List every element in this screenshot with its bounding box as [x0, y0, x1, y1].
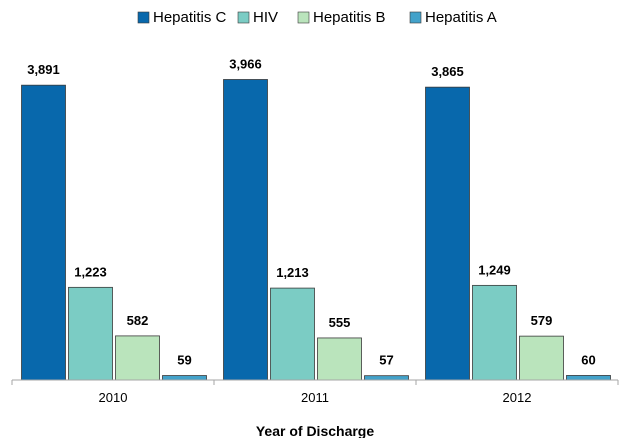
bar-2012-hiv [472, 284, 517, 381]
bar-2011-hepatitis-c [223, 79, 268, 381]
legend-label: Hepatitis B [313, 9, 386, 26]
value-label: 3,865 [431, 64, 464, 79]
x-tick-labels: 2010 2011 2012 [99, 390, 532, 405]
value-label: 60 [581, 352, 595, 367]
legend-swatch [137, 11, 150, 24]
value-label: 3,891 [27, 62, 60, 77]
value-label: 1,213 [276, 265, 309, 280]
bar-2010-hepatitis-c [21, 84, 66, 381]
bar-2012-hepatitis-c [425, 86, 470, 381]
bars-group [21, 79, 611, 381]
x-tick-label: 2010 [99, 390, 128, 405]
x-axis-title: Year of Discharge [256, 423, 374, 438]
bar-2012-hepatitis-b [519, 335, 564, 381]
bar-2011-hiv [270, 287, 315, 381]
bar-2010-hepatitis-a [162, 375, 207, 381]
legend-swatch [409, 11, 422, 24]
x-tick-label: 2012 [503, 390, 532, 405]
legend-swatch [237, 11, 250, 24]
value-label: 3,966 [229, 56, 262, 71]
x-tick-label: 2011 [301, 390, 329, 405]
value-label: 579 [531, 313, 553, 328]
bar-2012-hepatitis-a [566, 375, 611, 381]
bar-2010-hepatitis-b [115, 335, 160, 381]
value-label: 57 [379, 353, 393, 368]
legend: Hepatitis C HIV Hepatitis B Hepatitis A [137, 9, 497, 26]
legend-label: Hepatitis C [153, 9, 227, 26]
x-axis-ticks [11, 380, 619, 385]
value-labels-group: 3,891 1,223 582 59 3,966 1,213 555 57 3,865 1,249… [27, 56, 596, 367]
legend-swatch [297, 11, 310, 24]
bar-2011-hepatitis-b [317, 337, 362, 381]
legend-label: HIV [253, 9, 278, 26]
bar-2010-hiv [68, 286, 113, 381]
value-label: 1,223 [74, 264, 107, 279]
value-label: 555 [329, 315, 351, 330]
value-label: 59 [177, 353, 191, 368]
value-label: 582 [127, 313, 149, 328]
bar-2011-hepatitis-a [364, 375, 409, 381]
value-label: 1,249 [478, 262, 511, 277]
legend-label: Hepatitis A [425, 9, 497, 26]
